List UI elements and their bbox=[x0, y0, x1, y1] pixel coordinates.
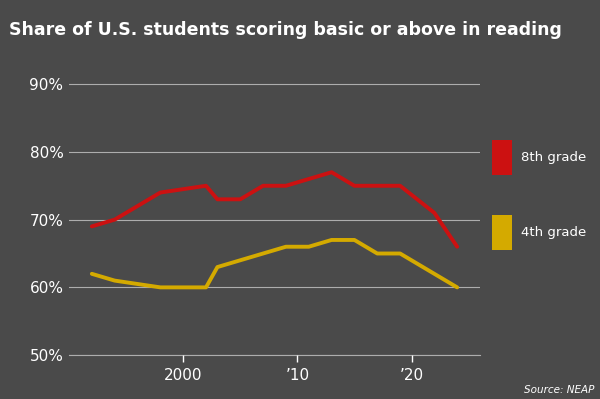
Text: Source: NEAP: Source: NEAP bbox=[524, 385, 594, 395]
Text: Share of U.S. students scoring basic or above in reading: Share of U.S. students scoring basic or … bbox=[9, 21, 562, 39]
Bar bbox=[492, 215, 512, 250]
Text: 4th grade: 4th grade bbox=[521, 226, 587, 239]
Bar bbox=[492, 140, 512, 174]
Text: 8th grade: 8th grade bbox=[521, 150, 587, 164]
